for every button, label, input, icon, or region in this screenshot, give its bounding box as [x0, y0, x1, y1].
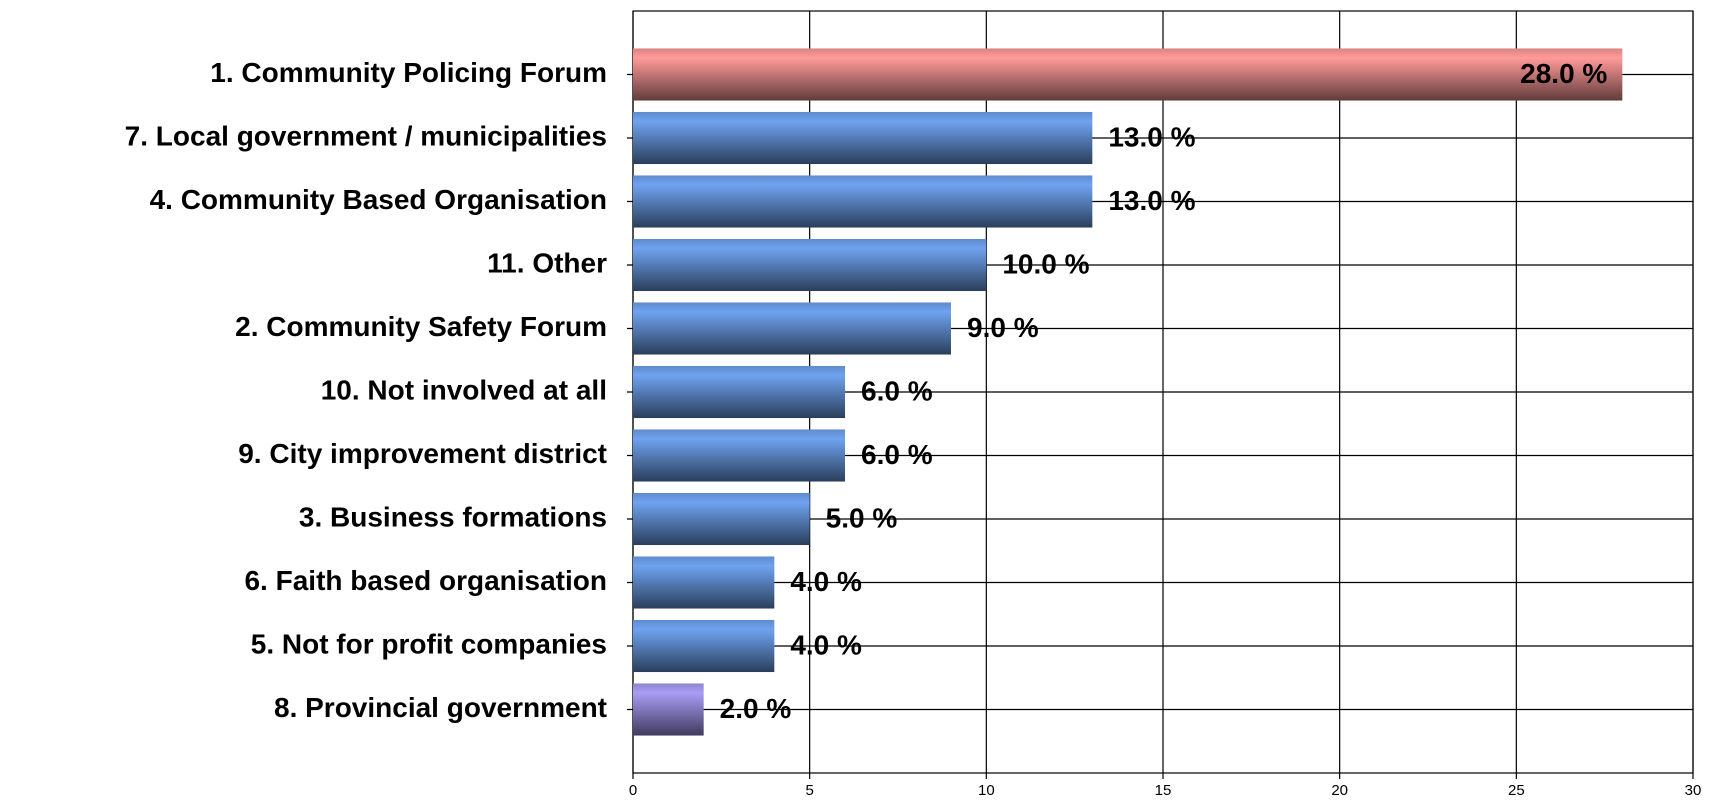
y-tick-label: 2. Community Safety Forum	[235, 311, 607, 342]
bar	[633, 429, 845, 482]
bar	[633, 111, 1093, 165]
value-label: 2.0 %	[720, 693, 792, 724]
x-tick-label: 20	[1331, 782, 1348, 799]
bar	[633, 492, 810, 546]
value-label: 13.0 %	[1108, 185, 1195, 216]
bar	[633, 365, 845, 419]
y-tick-label: 1. Community Policing Forum	[210, 57, 607, 88]
x-tick-label: 25	[1508, 782, 1525, 799]
value-label: 6.0 %	[861, 439, 933, 470]
y-tick-label: 4. Community Based Organisation	[150, 184, 607, 215]
x-tick-label: 10	[978, 782, 995, 799]
value-label: 13.0 %	[1108, 121, 1195, 152]
y-tick-label: 7. Local government / municipalities	[125, 120, 607, 151]
y-tick-label: 6. Faith based organisation	[244, 565, 607, 596]
x-tick-label: 0	[629, 782, 637, 799]
bar	[633, 48, 1623, 101]
bar	[633, 556, 775, 609]
y-tick-label: 5. Not for profit companies	[251, 628, 607, 659]
y-tick-label: 10. Not involved at all	[321, 374, 607, 405]
value-label: 10.0 %	[1002, 248, 1089, 279]
x-tick-label: 5	[805, 782, 813, 799]
bar	[633, 302, 951, 355]
bar	[633, 619, 775, 673]
y-tick-label: 9. City improvement district	[238, 438, 607, 469]
y-tick-label: 8. Provincial government	[274, 692, 607, 723]
value-label: 28.0 %	[1520, 58, 1607, 89]
value-label: 4.0 %	[790, 629, 862, 660]
x-tick-label: 30	[1685, 782, 1702, 799]
value-label: 5.0 %	[826, 502, 898, 533]
value-label: 4.0 %	[790, 566, 862, 597]
x-tick-label: 15	[1155, 782, 1172, 799]
bar	[633, 175, 1093, 228]
y-tick-label: 11. Other	[487, 247, 607, 278]
value-label: 6.0 %	[861, 375, 933, 406]
bar	[633, 238, 987, 292]
value-label: 9.0 %	[967, 312, 1039, 343]
bar	[633, 683, 704, 736]
y-tick-label: 3. Business formations	[299, 501, 607, 532]
